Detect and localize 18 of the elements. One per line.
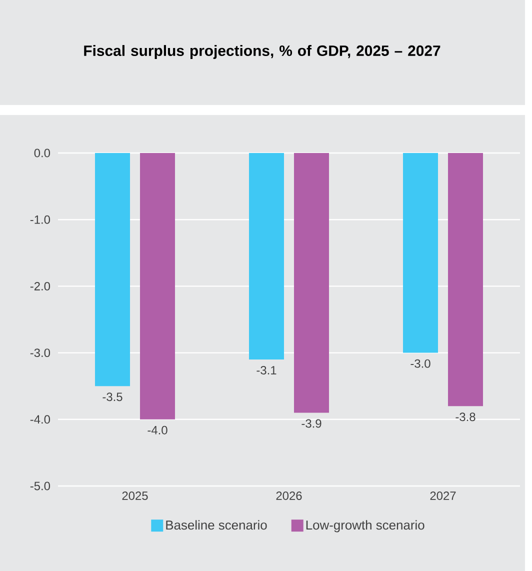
y-tick-label: -2.0 xyxy=(30,282,50,290)
legend-label: Baseline scenario xyxy=(166,520,267,530)
x-tick-label: 2026 xyxy=(276,492,302,500)
data-label: -3.1 xyxy=(256,366,276,374)
x-tick-label: 2025 xyxy=(122,492,148,500)
y-tick-label: -4.0 xyxy=(30,415,50,424)
chart-title: Fiscal surplus projections, % of GDP, 2025 – 2027 xyxy=(84,45,440,59)
y-tick-label: -1.0 xyxy=(30,215,50,224)
y-tick-label: -3.0 xyxy=(30,348,50,358)
x-tick-label: 2027 xyxy=(430,492,456,500)
data-label: -3.9 xyxy=(302,419,322,428)
data-label: -3.5 xyxy=(102,392,122,402)
y-tick-label: -5.0 xyxy=(30,482,50,490)
data-label: -4.0 xyxy=(148,426,168,434)
data-label: -3.8 xyxy=(456,412,476,422)
data-label: -3.0 xyxy=(410,359,430,368)
y-tick-label: 0.0 xyxy=(34,148,50,158)
legend-label: Low-growth scenario xyxy=(306,520,424,532)
